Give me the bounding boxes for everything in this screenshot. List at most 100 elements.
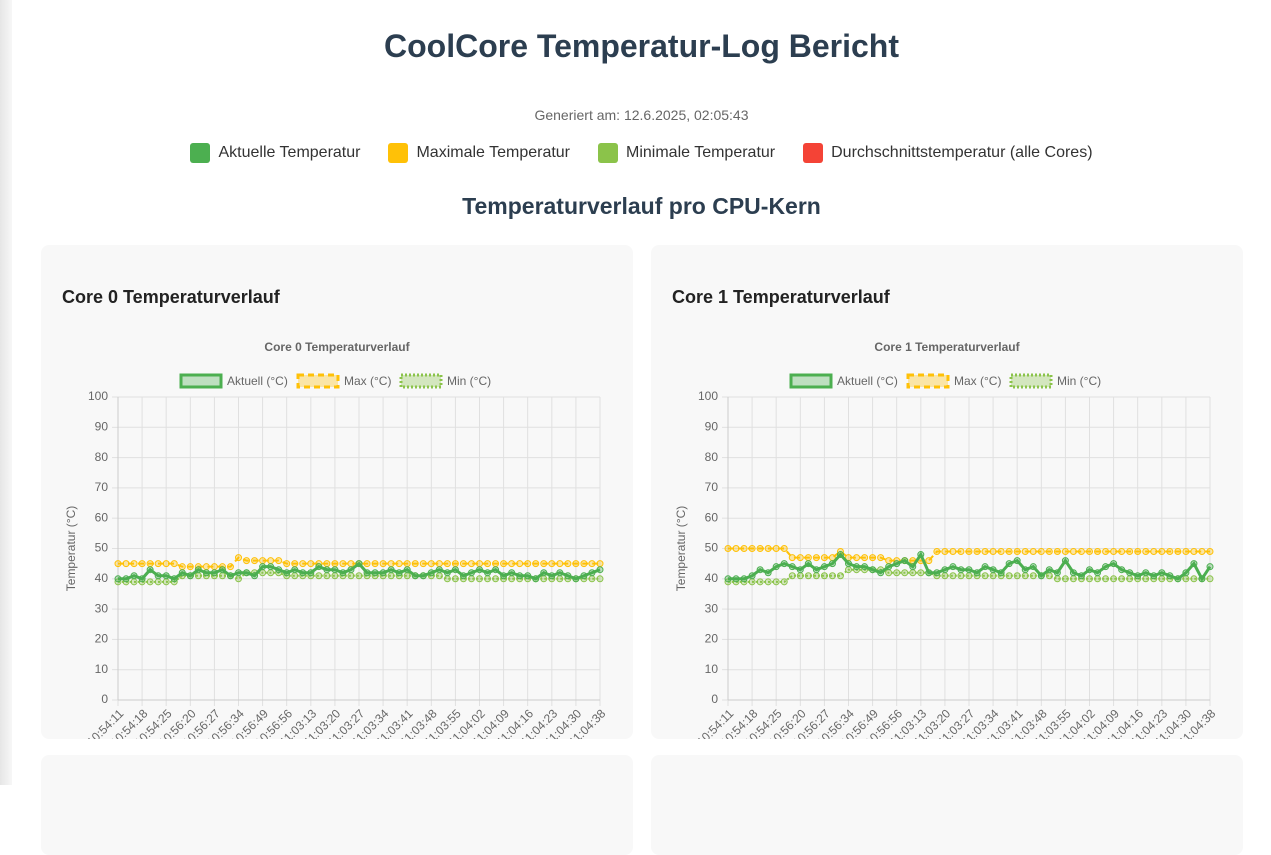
data-point <box>226 563 234 571</box>
data-point <box>331 560 339 568</box>
data-point <box>411 560 419 568</box>
card-title: Core 0 Temperaturverlauf <box>62 287 280 307</box>
data-point <box>965 566 973 574</box>
y-axis-title: Temperatur (°C) <box>674 506 688 591</box>
data-point <box>572 560 580 568</box>
data-point <box>500 560 508 568</box>
data-point <box>1182 548 1190 556</box>
legend-swatch <box>803 143 824 163</box>
data-point <box>764 578 772 586</box>
data-point <box>853 554 861 562</box>
chart: Core 1 Temperaturverlauf Temperatur (°C) A… <box>674 340 1218 739</box>
data-point <box>1045 566 1053 574</box>
chart-title: Core 0 Temperaturverlauf <box>264 340 410 354</box>
legend-swatch <box>190 143 211 163</box>
data-point <box>901 569 909 577</box>
data-point <box>508 560 516 568</box>
data-point <box>484 575 492 583</box>
data-point <box>772 563 780 571</box>
data-point <box>1077 548 1085 556</box>
y-axis-title: Temperatur (°C) <box>64 506 78 591</box>
data-point <box>154 578 162 586</box>
data-point <box>355 560 363 568</box>
data-point <box>949 572 957 580</box>
legend-label: Aktuell (°C) <box>837 374 898 388</box>
data-point <box>186 572 194 580</box>
data-point <box>1094 575 1102 583</box>
data-point <box>492 566 500 574</box>
legend-item: Maximale Temperatur <box>388 143 570 163</box>
data-point <box>949 548 957 556</box>
data-point <box>307 560 315 568</box>
data-point <box>186 563 194 571</box>
data-point <box>1021 548 1029 556</box>
data-point <box>1118 575 1126 583</box>
chart: Core 0 Temperaturverlauf Temperatur (°C) A… <box>64 340 608 739</box>
section-title: Temperaturverlauf pro CPU-Kern <box>462 193 821 219</box>
data-point <box>724 545 732 552</box>
data-point <box>508 569 516 577</box>
data-point <box>548 572 556 580</box>
data-point <box>267 557 275 565</box>
y-tick-label: 30 <box>95 601 109 615</box>
data-point <box>451 560 459 568</box>
data-point <box>973 569 981 577</box>
data-point <box>435 572 443 580</box>
data-point <box>138 575 146 583</box>
data-point <box>130 560 138 568</box>
data-point <box>869 566 877 574</box>
data-point <box>732 575 740 583</box>
y-tick-label: 20 <box>95 632 109 646</box>
data-point <box>492 575 500 583</box>
data-point <box>965 548 973 556</box>
data-point <box>804 560 812 568</box>
data-point <box>275 557 283 565</box>
data-point <box>275 566 283 574</box>
data-point <box>1094 548 1102 556</box>
data-point <box>1182 569 1190 577</box>
data-point <box>371 560 379 568</box>
data-point <box>516 572 524 580</box>
data-point <box>1174 575 1182 583</box>
data-point <box>243 569 251 577</box>
data-point <box>508 575 516 583</box>
data-point <box>893 569 901 577</box>
legend-label: Minimale Temperatur <box>626 144 776 161</box>
data-point <box>1005 560 1013 568</box>
data-point <box>580 572 588 580</box>
data-point <box>957 572 965 580</box>
y-tick-label: 90 <box>705 419 719 433</box>
data-point <box>580 560 588 568</box>
data-point <box>917 551 925 559</box>
data-point <box>1077 572 1085 580</box>
side-stripe <box>0 0 12 785</box>
data-point <box>861 554 869 562</box>
data-point <box>1013 557 1021 565</box>
data-point <box>788 572 796 580</box>
series-line <box>728 547 1210 562</box>
data-point <box>259 557 267 565</box>
data-point <box>1158 548 1166 556</box>
data-point <box>877 569 885 577</box>
data-point <box>981 563 989 571</box>
data-point <box>1005 572 1013 580</box>
data-point <box>1094 569 1102 577</box>
data-point <box>162 578 170 586</box>
data-point <box>748 545 756 552</box>
data-point <box>1126 569 1134 577</box>
data-point <box>965 572 973 580</box>
data-point <box>845 560 852 568</box>
data-point <box>1005 548 1013 556</box>
data-point <box>1190 560 1198 568</box>
data-point <box>178 563 186 571</box>
card-title: Core 1 Temperaturverlauf <box>672 287 890 307</box>
data-point <box>387 560 395 568</box>
data-point <box>1134 572 1142 580</box>
data-point <box>1198 548 1206 556</box>
data-point <box>1190 575 1198 583</box>
data-point <box>941 572 949 580</box>
data-point <box>1029 572 1037 580</box>
data-point <box>259 563 267 571</box>
data-point <box>379 569 387 577</box>
data-point <box>997 569 1005 577</box>
